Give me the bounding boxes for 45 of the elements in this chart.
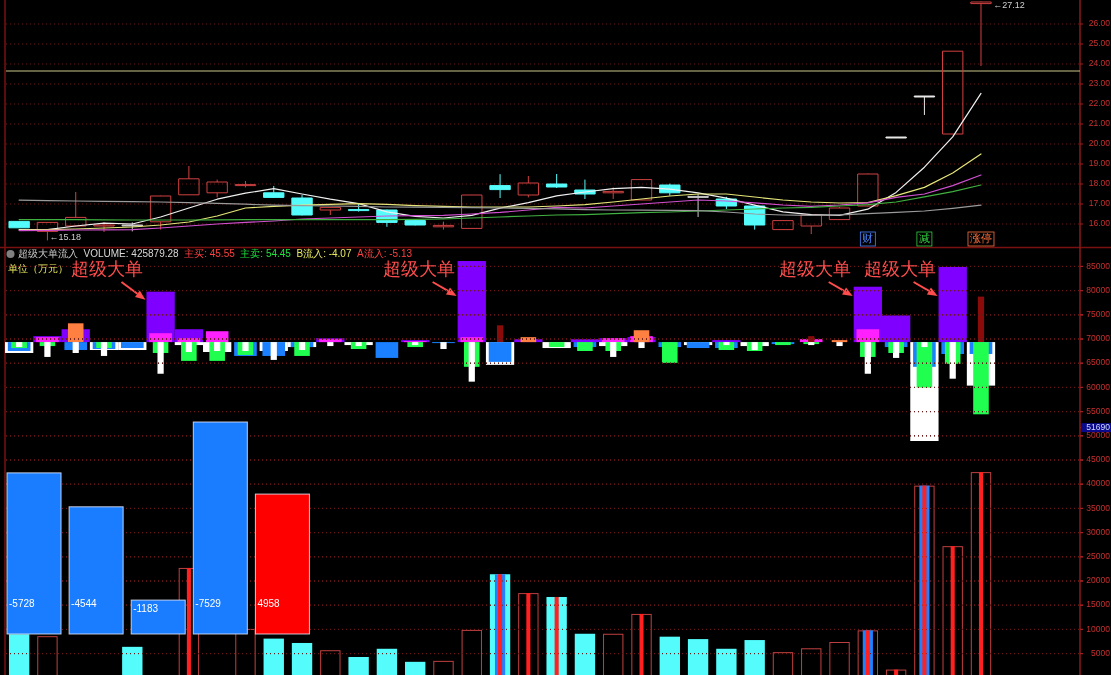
y-tick-label: 55000 bbox=[1086, 405, 1111, 416]
y-tick-label: 60000 bbox=[1086, 381, 1111, 392]
annotation: 超级大单 bbox=[778, 258, 851, 279]
y-tick-label: 17.00 bbox=[1088, 198, 1111, 209]
y-tick-label: 20.00 bbox=[1088, 138, 1111, 149]
annotation: -5728 bbox=[9, 597, 36, 609]
y-tick-label: 26.00 bbox=[1088, 18, 1111, 29]
y-tick-label: 15000 bbox=[1086, 599, 1111, 610]
y-tick-label: 45000 bbox=[1086, 454, 1111, 465]
y-tick-label: 80000 bbox=[1086, 284, 1111, 295]
annotation: 4958 bbox=[257, 597, 281, 609]
chart-title: 超级大单流入 VOLUME: 425879.28 主买: 45.55 主卖: 54.45 B流入: -4.07 A流入: -5.13 bbox=[18, 247, 413, 259]
y-tick-label: 51690 bbox=[1086, 421, 1111, 432]
y-tick-label: 19.00 bbox=[1088, 158, 1111, 169]
y-tick-label: 25000 bbox=[1086, 551, 1111, 562]
annotation: -1183 bbox=[133, 602, 159, 614]
y-tick-label: 65000 bbox=[1086, 357, 1111, 368]
y-tick-label: 16.00 bbox=[1088, 218, 1111, 229]
annotation: -7529 bbox=[195, 597, 222, 609]
y-tick-label: 40000 bbox=[1086, 478, 1111, 489]
annotation: 减 bbox=[918, 231, 930, 244]
annotation: 超级大单 bbox=[863, 258, 936, 279]
y-tick-label: 24.00 bbox=[1088, 58, 1111, 69]
y-tick-label: 23.00 bbox=[1088, 78, 1111, 89]
annotation: ←27.12 bbox=[993, 0, 1025, 10]
y-tick-label: 5000 bbox=[1091, 647, 1111, 658]
annotation: 超级大单 bbox=[382, 258, 455, 279]
y-tick-label: 70000 bbox=[1086, 333, 1111, 344]
chart-subtitle: 单位（万元） bbox=[8, 262, 68, 274]
y-tick-label: 30000 bbox=[1086, 526, 1111, 537]
y-tick-label: 85000 bbox=[1086, 260, 1111, 271]
y-tick-label: 75000 bbox=[1086, 309, 1111, 320]
y-tick-label: 18.00 bbox=[1088, 178, 1111, 189]
y-tick-label: 22.00 bbox=[1088, 98, 1111, 109]
y-tick-label: 21.00 bbox=[1088, 118, 1111, 129]
annotation: 财 bbox=[862, 231, 874, 244]
annotation: -4544 bbox=[71, 597, 98, 609]
annotation: 涨停 bbox=[969, 231, 992, 244]
y-tick-label: 25.00 bbox=[1088, 38, 1111, 49]
annotation: ←15.18 bbox=[49, 231, 81, 242]
y-tick-label: 35000 bbox=[1086, 502, 1111, 513]
y-tick-label: 10000 bbox=[1086, 623, 1111, 634]
y-tick-label: 20000 bbox=[1086, 575, 1111, 586]
y-tick-label: 50000 bbox=[1086, 430, 1111, 441]
annotation: 超级大单 bbox=[71, 258, 144, 279]
